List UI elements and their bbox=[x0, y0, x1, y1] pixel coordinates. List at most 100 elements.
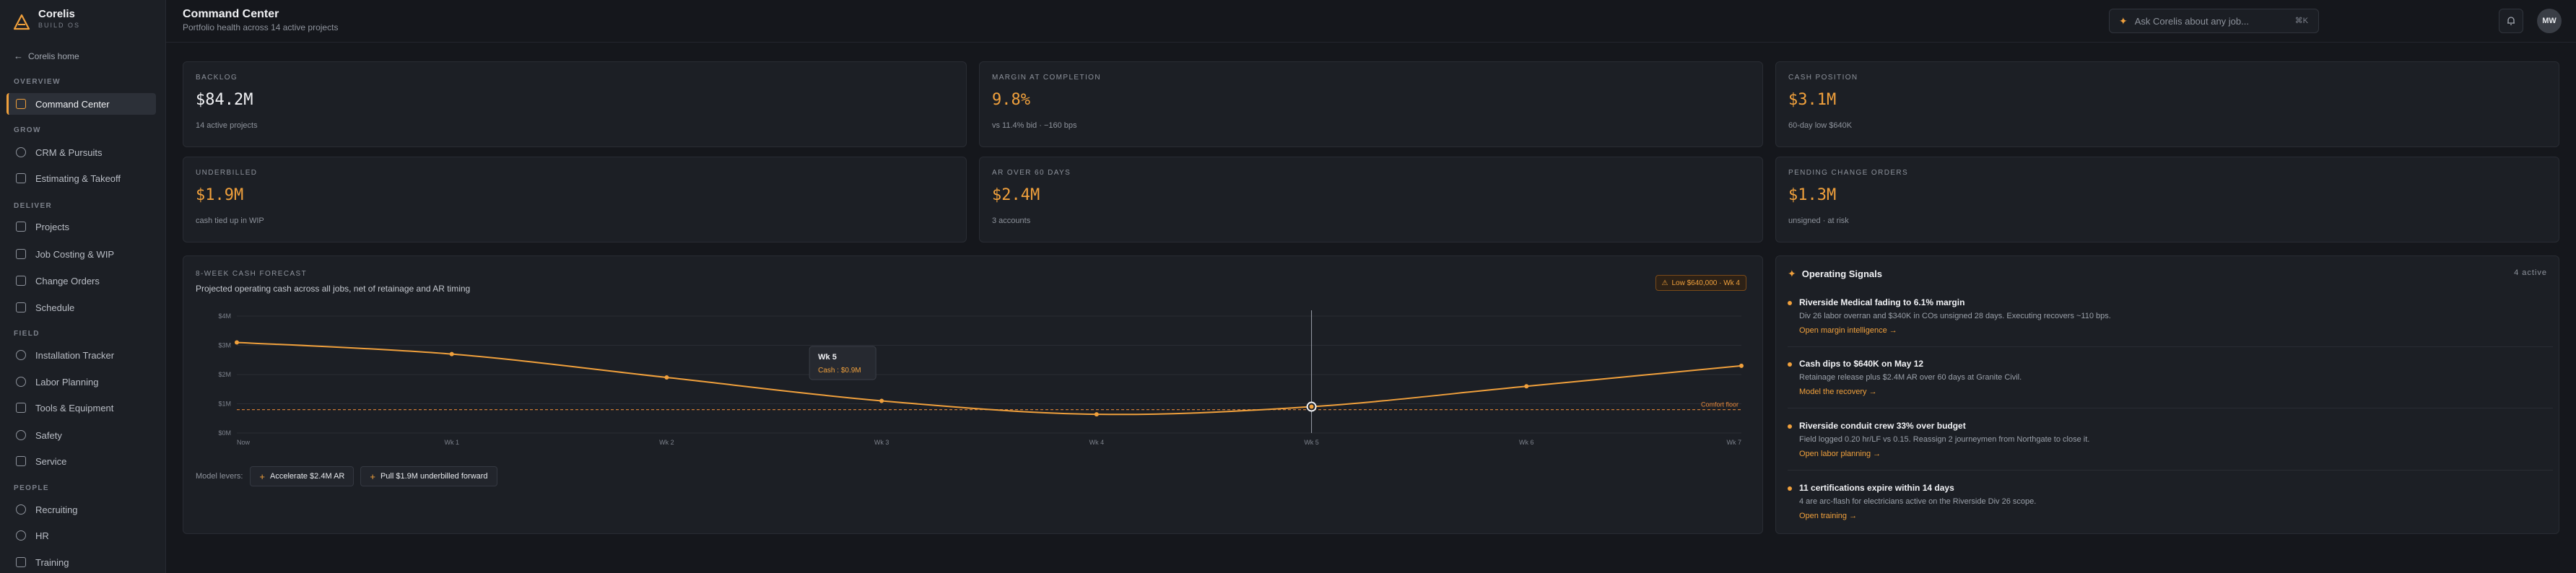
sidebar-item-hr[interactable]: HR bbox=[6, 525, 156, 546]
lever-accelerate-ar-button[interactable]: + Accelerate $2.4M AR bbox=[250, 466, 354, 486]
cash-forecast-chart[interactable]: $0M $1M $2M $3M $4M Now Wk 1 Wk 2 Wk 3 Wk 4 Wk 5 Wk… bbox=[183, 307, 1762, 451]
target-icon bbox=[16, 147, 26, 157]
sidebar-item-schedule[interactable]: Schedule bbox=[6, 297, 156, 318]
kpi-value: $1.9M bbox=[196, 186, 244, 204]
tooltip-value: Cash : $0.9M bbox=[818, 367, 861, 375]
sidebar-item-label: HR bbox=[35, 530, 49, 541]
sidebar-item-label: Change Orders bbox=[35, 275, 100, 286]
y-tick-label: $4M bbox=[218, 312, 231, 320]
tooltip bbox=[809, 346, 876, 380]
signal-dot-icon bbox=[1788, 301, 1792, 305]
sidebar-item-service[interactable]: Service bbox=[6, 450, 156, 472]
signal-link[interactable]: Open training → bbox=[1799, 512, 1858, 520]
brand[interactable]: Corelis BUILD OS bbox=[13, 7, 80, 31]
sidebar-item-tools-equipment[interactable]: Tools & Equipment bbox=[6, 397, 156, 419]
y-tick-label: $2M bbox=[218, 371, 231, 378]
kpi-label: MARGIN AT COMPLETION bbox=[992, 74, 1101, 82]
toolbox-icon bbox=[16, 403, 26, 413]
kpi-card-backlog: BACKLOG $84.2M 14 active projects bbox=[183, 61, 967, 147]
kpi-value: $3.1M bbox=[1788, 91, 1837, 109]
signal-title: Riverside conduit crew 33% over budget bbox=[1799, 421, 1966, 431]
home-link[interactable]: ← Corelis home bbox=[14, 51, 79, 61]
ask-corelis-input[interactable]: ✦ Ask Corelis about any job... ⌘K bbox=[2109, 9, 2319, 33]
lever-pull-underbilled-button[interactable]: + Pull $1.9M underbilled forward bbox=[360, 466, 497, 486]
y-tick-label: $0M bbox=[218, 429, 231, 437]
kpi-label: BACKLOG bbox=[196, 74, 238, 82]
sidebar-item-label: Job Costing & WIP bbox=[35, 248, 115, 260]
plus-icon: + bbox=[259, 471, 266, 482]
sidebar-item-safety[interactable]: Safety bbox=[6, 424, 156, 446]
folder-icon bbox=[16, 222, 26, 232]
x-tick-label: Wk 5 bbox=[1304, 439, 1319, 446]
operating-signals-card: ✦ Operating Signals 4 active Riverside M… bbox=[1775, 255, 2559, 534]
data-point bbox=[1739, 363, 1744, 368]
cash-forecast-card: 8-WEEK CASH FORECAST Projected operating… bbox=[183, 255, 1763, 534]
sidebar-item-estimating[interactable]: Estimating & Takeoff bbox=[6, 167, 156, 189]
sidebar-item-change-orders[interactable]: Change Orders bbox=[6, 270, 156, 292]
divider bbox=[1788, 346, 2553, 347]
lever-label: Accelerate $2.4M AR bbox=[270, 472, 345, 481]
avatar[interactable]: MW bbox=[2537, 9, 2562, 33]
section-field: FIELD bbox=[14, 330, 40, 338]
series-line bbox=[236, 341, 1742, 416]
sidebar-item-job-costing[interactable]: Job Costing & WIP bbox=[6, 243, 156, 265]
calculator-icon bbox=[16, 249, 26, 259]
signal-link[interactable]: Open margin intelligence → bbox=[1799, 326, 1897, 335]
sidebar-item-projects[interactable]: Projects bbox=[6, 216, 156, 237]
sidebar-item-label: Command Center bbox=[35, 98, 110, 110]
divider bbox=[1788, 470, 2553, 471]
forecast-subtitle: Projected operating cash across all jobs… bbox=[196, 284, 471, 294]
kpi-label: UNDERBILLED bbox=[196, 169, 258, 177]
low-point-badge: ⚠ Low $640,000 · Wk 4 bbox=[1655, 275, 1746, 291]
signal-body: Field logged 0.20 hr/LF vs 0.15. Reassig… bbox=[1799, 435, 2090, 444]
sparkle-icon: ✦ bbox=[1788, 268, 1796, 279]
sidebar-item-recruiting[interactable]: Recruiting bbox=[6, 499, 156, 520]
keyboard-shortcut: ⌘K bbox=[2294, 17, 2308, 25]
data-point bbox=[235, 340, 239, 345]
x-tick-label: Wk 2 bbox=[659, 439, 674, 446]
data-point bbox=[879, 398, 884, 403]
kpi-label: PENDING CHANGE ORDERS bbox=[1788, 169, 1909, 177]
kpi-card-ar-over-60: AR OVER 60 DAYS $2.4M 3 accounts bbox=[979, 157, 1763, 242]
data-point bbox=[1309, 404, 1314, 409]
sidebar-item-training[interactable]: Training bbox=[6, 551, 156, 573]
lever-label: Pull $1.9M underbilled forward bbox=[380, 472, 488, 481]
brand-name: Corelis bbox=[38, 8, 75, 20]
sidebar-item-crm[interactable]: CRM & Pursuits bbox=[6, 141, 156, 163]
notifications-button[interactable] bbox=[2499, 9, 2523, 33]
signal-title: Riverside Medical fading to 6.1% margin bbox=[1799, 297, 1965, 307]
model-levers: Model levers: + Accelerate $2.4M AR + Pu… bbox=[196, 466, 504, 486]
kpi-card-margin: MARGIN AT COMPLETION 9.8% vs 11.4% bid ·… bbox=[979, 61, 1763, 147]
section-grow: GROW bbox=[14, 126, 41, 134]
ask-placeholder: Ask Corelis about any job... bbox=[2134, 15, 2249, 27]
tooltip-title: Wk 5 bbox=[818, 353, 837, 362]
sidebar-item-labor-planning[interactable]: Labor Planning bbox=[6, 371, 156, 393]
page-title: Command Center bbox=[183, 8, 279, 20]
kpi-sub: unsigned · at risk bbox=[1788, 216, 1849, 225]
signal-dot-icon bbox=[1788, 424, 1792, 429]
sidebar-item-installation-tracker[interactable]: Installation Tracker bbox=[6, 344, 156, 366]
signal-title: 11 certifications expire within 14 days bbox=[1799, 483, 1954, 493]
sidebar-item-command-center[interactable]: Command Center bbox=[6, 93, 156, 115]
data-point bbox=[1094, 412, 1099, 417]
page-subtitle: Portfolio health across 14 active projec… bbox=[183, 22, 339, 32]
swap-icon bbox=[16, 276, 26, 286]
comfort-floor-label: Comfort floor bbox=[1701, 401, 1739, 408]
signal-link[interactable]: Model the recovery → bbox=[1799, 388, 1877, 396]
sidebar-item-label: Service bbox=[35, 455, 67, 467]
data-point bbox=[449, 351, 454, 357]
x-tick-label: Wk 1 bbox=[444, 439, 459, 446]
calendar-icon bbox=[16, 302, 26, 312]
signal-body: Retainage release plus $2.4M AR over 60 … bbox=[1799, 373, 2022, 382]
sidebar: Corelis BUILD OS ← Corelis home OVERVIEW… bbox=[0, 0, 166, 573]
id-card-icon bbox=[16, 530, 26, 541]
sidebar-item-label: Tools & Equipment bbox=[35, 402, 114, 414]
signals-title: Operating Signals bbox=[1801, 268, 1882, 279]
signal-dot-icon bbox=[1788, 486, 1792, 491]
sidebar-item-label: Training bbox=[35, 556, 69, 568]
kpi-card-pending-cos: PENDING CHANGE ORDERS $1.3M unsigned · a… bbox=[1775, 157, 2559, 242]
graduation-icon bbox=[16, 557, 26, 567]
signal-link[interactable]: Open labor planning → bbox=[1799, 450, 1881, 458]
signal-dot-icon bbox=[1788, 362, 1792, 367]
sidebar-item-label: Schedule bbox=[35, 302, 75, 313]
